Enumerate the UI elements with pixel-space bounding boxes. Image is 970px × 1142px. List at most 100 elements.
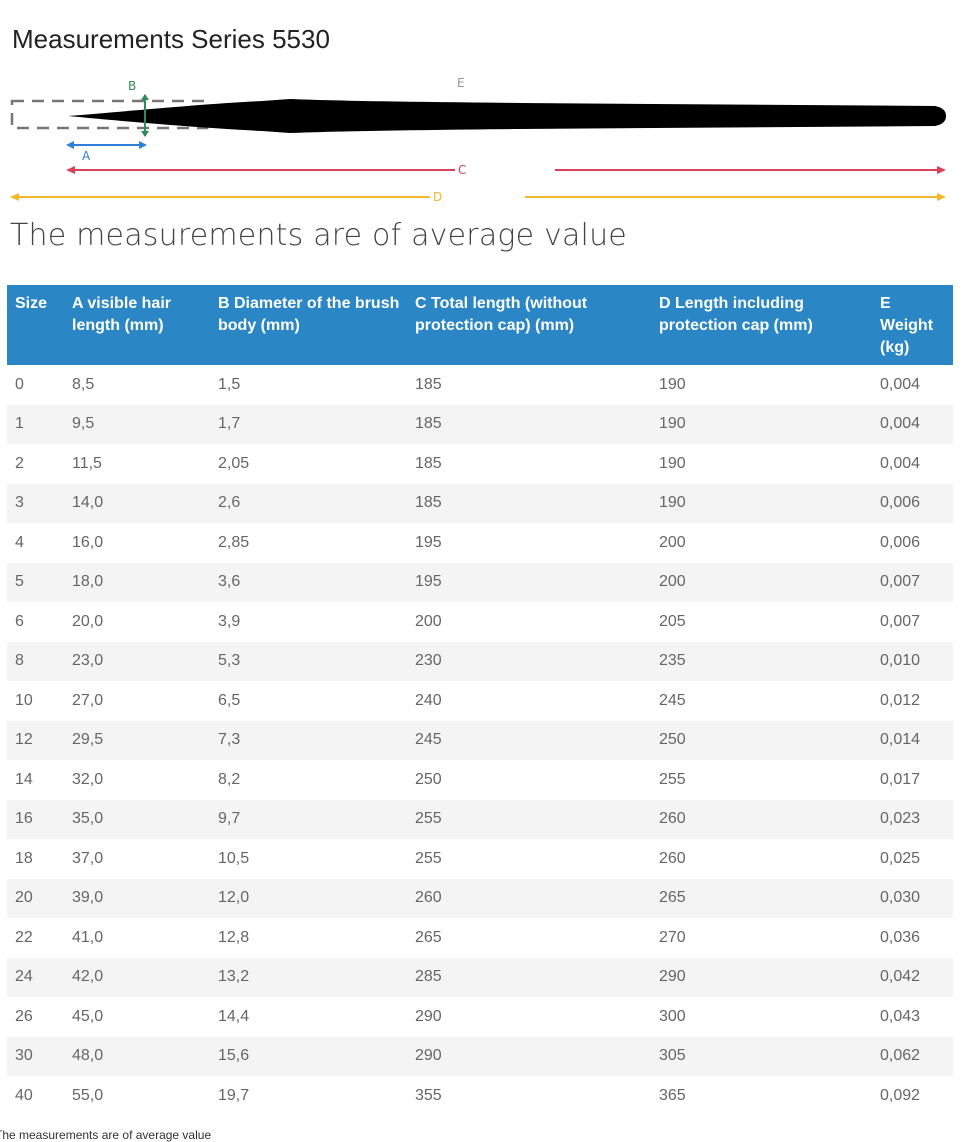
table-cell: 0,042 xyxy=(872,957,953,997)
table-cell: 23,0 xyxy=(64,641,210,681)
table-cell: 15,6 xyxy=(210,1036,407,1076)
table-cell: 265 xyxy=(415,928,442,946)
table-row: 10 27,0 6,5 240 245 0,012 xyxy=(7,681,953,721)
table-cell: 200 xyxy=(659,533,686,551)
table-cell: 290 xyxy=(651,957,872,997)
table-cell: 255 xyxy=(407,799,651,839)
table-row: 6 20,0 3,9 200 205 0,007 xyxy=(7,602,953,642)
table-cell: 0,010 xyxy=(872,641,953,681)
table-cell: 0,030 xyxy=(872,878,953,918)
column-header: C Total length (without protection cap) … xyxy=(407,285,651,365)
table-cell: 9,5 xyxy=(64,404,210,444)
table-cell: 2,05 xyxy=(218,454,250,472)
table-cell: 245 xyxy=(659,691,686,709)
table-row: 20 39,0 12,0 260 265 0,030 xyxy=(7,878,953,918)
table-cell: 16,0 xyxy=(72,533,104,551)
table-cell: 190 xyxy=(651,404,872,444)
table-cell: 10 xyxy=(15,691,33,709)
table-cell: 195 xyxy=(415,533,442,551)
table-cell: 0 xyxy=(15,375,24,393)
table-cell: 185 xyxy=(415,375,442,393)
table-cell: 40 xyxy=(15,1086,33,1104)
table-cell: 12 xyxy=(7,720,64,760)
page-title: Measurements Series 5530 xyxy=(12,24,330,54)
table-row: 8 23,0 5,3 230 235 0,010 xyxy=(7,641,953,681)
table-cell: 300 xyxy=(659,1007,686,1025)
table-cell: 14,0 xyxy=(64,483,210,523)
table-cell: 255 xyxy=(415,849,442,867)
measurements-table: Size A visible hair length (mm) B Diameter… xyxy=(7,285,953,1116)
table-cell: 5 xyxy=(7,562,64,602)
table-cell: 290 xyxy=(407,1036,651,1076)
table-cell: 200 xyxy=(415,612,442,630)
table-cell: 0,014 xyxy=(872,720,953,760)
table-cell: 1,7 xyxy=(210,404,407,444)
table-cell: 1,5 xyxy=(218,375,241,393)
table-cell: 22 xyxy=(15,928,33,946)
table-cell: 0,006 xyxy=(880,533,921,551)
table-cell: 3,6 xyxy=(210,562,407,602)
table-cell: 240 xyxy=(415,691,442,709)
table-cell: 14 xyxy=(15,770,33,788)
table-row: 5 18,0 3,6 195 200 0,007 xyxy=(7,562,953,602)
table-cell: 355 xyxy=(415,1086,442,1104)
table-cell: 48,0 xyxy=(64,1036,210,1076)
table-cell: 18,0 xyxy=(64,562,210,602)
table-cell: 0,004 xyxy=(872,404,953,444)
table-cell: 270 xyxy=(659,928,686,946)
table-row: 3 14,0 2,6 185 190 0,006 xyxy=(7,483,953,523)
table-cell: 5,3 xyxy=(210,641,407,681)
table-cell: 3,9 xyxy=(218,612,241,630)
table-cell: 0,062 xyxy=(872,1036,953,1076)
table-cell: 55,0 xyxy=(72,1086,104,1104)
table-cell: 0,006 xyxy=(872,483,953,523)
table-row: 18 37,0 10,5 255 260 0,025 xyxy=(7,839,953,879)
table-cell: 13,2 xyxy=(210,957,407,997)
table-row: 26 45,0 14,4 290 300 0,043 xyxy=(7,997,953,1037)
table-row: 2 11,5 2,05 185 190 0,004 xyxy=(7,444,953,484)
label-e: E xyxy=(457,76,465,90)
table-cell: 245 xyxy=(407,720,651,760)
table-cell: 12,8 xyxy=(218,928,250,946)
column-header: B Diameter of the brush body (mm) xyxy=(210,285,407,365)
table-cell: 16 xyxy=(7,799,64,839)
table-cell: 8,2 xyxy=(218,770,241,788)
table-cell: 20 xyxy=(7,878,64,918)
table-cell: 255 xyxy=(659,770,686,788)
table-cell: 20,0 xyxy=(72,612,104,630)
table-cell: 185 xyxy=(407,483,651,523)
table-cell: 39,0 xyxy=(64,878,210,918)
table-row: 24 42,0 13,2 285 290 0,042 xyxy=(7,957,953,997)
table-cell: 290 xyxy=(415,1007,442,1025)
table-cell: 2,6 xyxy=(210,483,407,523)
table-cell: 0,004 xyxy=(880,454,921,472)
table-cell: 0,023 xyxy=(872,799,953,839)
table-cell: 19,7 xyxy=(218,1086,250,1104)
table-cell: 190 xyxy=(659,375,686,393)
table-cell: 285 xyxy=(407,957,651,997)
table-cell: 190 xyxy=(659,454,686,472)
table-cell: 190 xyxy=(651,483,872,523)
table-row: 0 8,5 1,5 185 190 0,004 xyxy=(7,365,953,405)
table-cell: 32,0 xyxy=(72,770,104,788)
table-cell: 235 xyxy=(651,641,872,681)
table-cell: 14,4 xyxy=(218,1007,250,1025)
table-cell: 3 xyxy=(7,483,64,523)
table-cell: 365 xyxy=(659,1086,686,1104)
brush-shape xyxy=(68,99,946,133)
table-cell: 10,5 xyxy=(218,849,250,867)
table-cell: 11,5 xyxy=(72,454,102,472)
table-cell: 250 xyxy=(415,770,442,788)
table-cell: 4 xyxy=(15,533,24,551)
table-cell: 35,0 xyxy=(64,799,210,839)
table-cell: 230 xyxy=(407,641,651,681)
table-cell: 2,85 xyxy=(218,533,250,551)
table-cell: 27,0 xyxy=(72,691,104,709)
column-header: E Weight (kg) xyxy=(872,285,953,365)
table-cell: 0,012 xyxy=(880,691,921,709)
table-row: 30 48,0 15,6 290 305 0,062 xyxy=(7,1036,953,1076)
table-row: 14 32,0 8,2 250 255 0,017 xyxy=(7,760,953,800)
table-cell: 2 xyxy=(15,454,24,472)
table-cell: 26 xyxy=(15,1007,33,1025)
